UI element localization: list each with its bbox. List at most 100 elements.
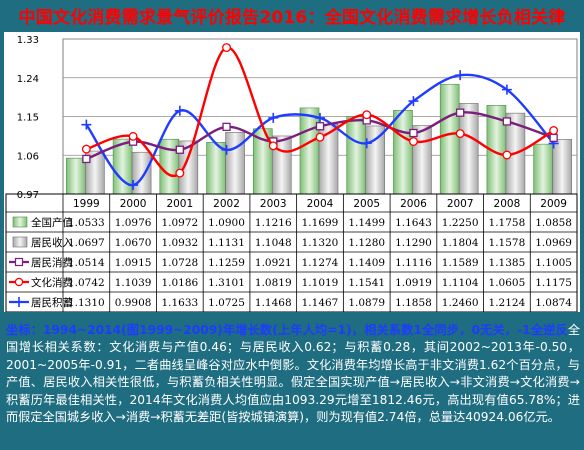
legend-label-cultural-consumption: 文化消费 bbox=[31, 276, 73, 289]
marker-cultural-consumption bbox=[222, 43, 231, 53]
x-category-label: 2008 bbox=[494, 198, 521, 210]
footnote-body: 全国增长相关系数：文化消费与产值0.46；与居民收入0.62；与积蓄0.28，其… bbox=[6, 323, 580, 425]
legend-swatch-resident-income bbox=[12, 236, 28, 248]
data-label-resident-consumption: 1.1274 bbox=[302, 257, 339, 269]
marker-resident-savings bbox=[221, 144, 232, 155]
data-label-resident-consumption: 1.1409 bbox=[348, 257, 385, 269]
bar-national-output bbox=[346, 116, 367, 195]
legend-marker-resident-savings bbox=[14, 297, 24, 307]
data-label-national-output: 1.1216 bbox=[255, 217, 292, 229]
bar-national-output bbox=[299, 107, 320, 195]
marker-resident-savings bbox=[81, 119, 92, 130]
marker-cultural-consumption bbox=[315, 132, 325, 142]
data-label-resident-savings: 1.1310 bbox=[68, 297, 105, 309]
data-label-resident-savings: 1.0879 bbox=[348, 297, 385, 309]
marker-cultural-consumption bbox=[268, 141, 278, 151]
marker-resident-consumption bbox=[409, 128, 418, 138]
data-label-cultural-consumption: 1.0605 bbox=[489, 277, 526, 289]
data-label-resident-income: 1.1804 bbox=[442, 237, 479, 249]
bar-national-output bbox=[533, 143, 553, 195]
data-label-resident-income: 1.1048 bbox=[255, 237, 292, 249]
bar-resident-income bbox=[225, 132, 245, 195]
data-label-resident-savings: 1.2460 bbox=[442, 297, 479, 309]
marker-resident-savings bbox=[174, 105, 185, 116]
marker-resident-savings bbox=[455, 70, 466, 81]
data-label-resident-income: 1.1280 bbox=[348, 237, 385, 249]
marker-cultural-consumption bbox=[128, 131, 138, 141]
data-label-resident-consumption: 1.1385 bbox=[489, 257, 526, 269]
marker-cultural-consumption bbox=[549, 126, 559, 135]
data-label-national-output: 1.1643 bbox=[395, 217, 432, 229]
marker-resident-consumption bbox=[82, 154, 91, 164]
data-label-resident-savings: 1.1858 bbox=[395, 297, 432, 309]
x-category-label: 2005 bbox=[353, 198, 380, 210]
x-category-label: 2000 bbox=[120, 198, 147, 210]
x-category-label: 1999 bbox=[73, 198, 100, 210]
footnote: 坐标：1994~2014(图1999~2009)年增长数(上年人均=1)，相关系… bbox=[6, 322, 580, 426]
data-label-national-output: 1.1499 bbox=[348, 217, 385, 229]
bar-resident-income bbox=[365, 125, 386, 195]
data-label-resident-income: 1.0969 bbox=[535, 237, 572, 249]
x-category-label: 2006 bbox=[400, 198, 427, 210]
data-label-resident-consumption: 1.0514 bbox=[68, 257, 105, 269]
data-label-cultural-consumption: 1.1039 bbox=[115, 277, 152, 289]
data-label-national-output: 1.0976 bbox=[115, 217, 152, 229]
data-label-resident-consumption: 1.0728 bbox=[161, 257, 198, 269]
data-label-cultural-consumption: 1.1019 bbox=[302, 277, 339, 289]
data-label-resident-savings: 1.2124 bbox=[489, 297, 526, 309]
marker-resident-savings bbox=[128, 180, 139, 191]
bar-resident-income bbox=[458, 103, 479, 195]
x-category-label: 2003 bbox=[260, 198, 287, 210]
marker-resident-savings bbox=[408, 96, 419, 107]
chart-title: 中国文化消费需求景气评价报告2016：全国文化消费需求增长负相关律 bbox=[18, 8, 566, 28]
marker-cultural-consumption bbox=[502, 150, 512, 160]
marker-resident-savings bbox=[361, 138, 372, 149]
marker-cultural-consumption bbox=[175, 168, 185, 178]
legend-label-resident-income: 居民收入 bbox=[31, 236, 73, 249]
data-label-resident-consumption: 1.1005 bbox=[535, 257, 572, 269]
data-label-national-output: 1.0900 bbox=[208, 217, 245, 229]
marker-resident-savings bbox=[315, 112, 325, 123]
data-label-national-output: 1.0533 bbox=[68, 217, 105, 229]
legend-marker-resident-consumption bbox=[14, 257, 24, 267]
marker-resident-consumption bbox=[502, 117, 512, 126]
marker-resident-savings bbox=[501, 84, 512, 95]
legend-label-resident-consumption: 居民消费 bbox=[31, 256, 73, 269]
line-resident-savings bbox=[85, 73, 555, 187]
bar-national-output bbox=[66, 157, 86, 195]
data-label-resident-savings: 1.1468 bbox=[255, 297, 292, 309]
data-label-national-output: 1.2250 bbox=[442, 217, 479, 229]
data-label-national-output: 1.0858 bbox=[535, 217, 572, 229]
marker-resident-consumption bbox=[456, 108, 465, 117]
bar-resident-income bbox=[552, 139, 572, 195]
data-label-resident-consumption: 1.1116 bbox=[395, 257, 432, 269]
data-label-cultural-consumption: 1.1175 bbox=[535, 277, 572, 289]
data-label-resident-income: 1.1290 bbox=[395, 237, 432, 249]
data-label-resident-income: 1.0932 bbox=[161, 237, 198, 249]
data-label-resident-income: 1.0697 bbox=[68, 237, 105, 249]
chart-svg: 0.97 1.06 1.15 1.24 1.33 1999 2000 2001 2002 2003… bbox=[5, 35, 578, 312]
bar-national-output bbox=[439, 83, 460, 195]
footnote-axis-note: 坐标：1994~2014(图1999~2009)年增长数(上年人均=1)，相关系… bbox=[6, 323, 568, 337]
y-tick-label: 1.15 bbox=[17, 113, 39, 124]
data-label-resident-income: 1.1131 bbox=[208, 237, 245, 249]
data-label-resident-income: 1.1578 bbox=[489, 237, 526, 249]
y-tick-label: 0.97 bbox=[17, 190, 39, 201]
data-label-resident-income: 1.1320 bbox=[302, 237, 339, 249]
data-label-cultural-consumption: 1.0919 bbox=[395, 277, 432, 289]
data-label-resident-consumption: 1.1589 bbox=[442, 257, 479, 269]
data-label-national-output: 1.0972 bbox=[161, 217, 198, 229]
x-category-label: 2004 bbox=[307, 198, 334, 210]
x-category-label: 2007 bbox=[447, 198, 474, 210]
marker-resident-consumption bbox=[222, 122, 231, 132]
data-label-cultural-consumption: 1.3101 bbox=[208, 277, 245, 289]
marker-cultural-consumption bbox=[409, 137, 418, 146]
marker-resident-consumption bbox=[549, 133, 558, 142]
marker-resident-consumption bbox=[315, 122, 325, 131]
marker-cultural-consumption bbox=[81, 144, 91, 154]
legend-label-national-output: 全国产值 bbox=[31, 216, 73, 229]
data-label-resident-savings: 1.0874 bbox=[535, 297, 572, 309]
y-tick-label: 1.24 bbox=[17, 74, 39, 85]
data-label-cultural-consumption: 1.0742 bbox=[68, 277, 105, 289]
data-label-cultural-consumption: 1.1541 bbox=[348, 277, 385, 289]
